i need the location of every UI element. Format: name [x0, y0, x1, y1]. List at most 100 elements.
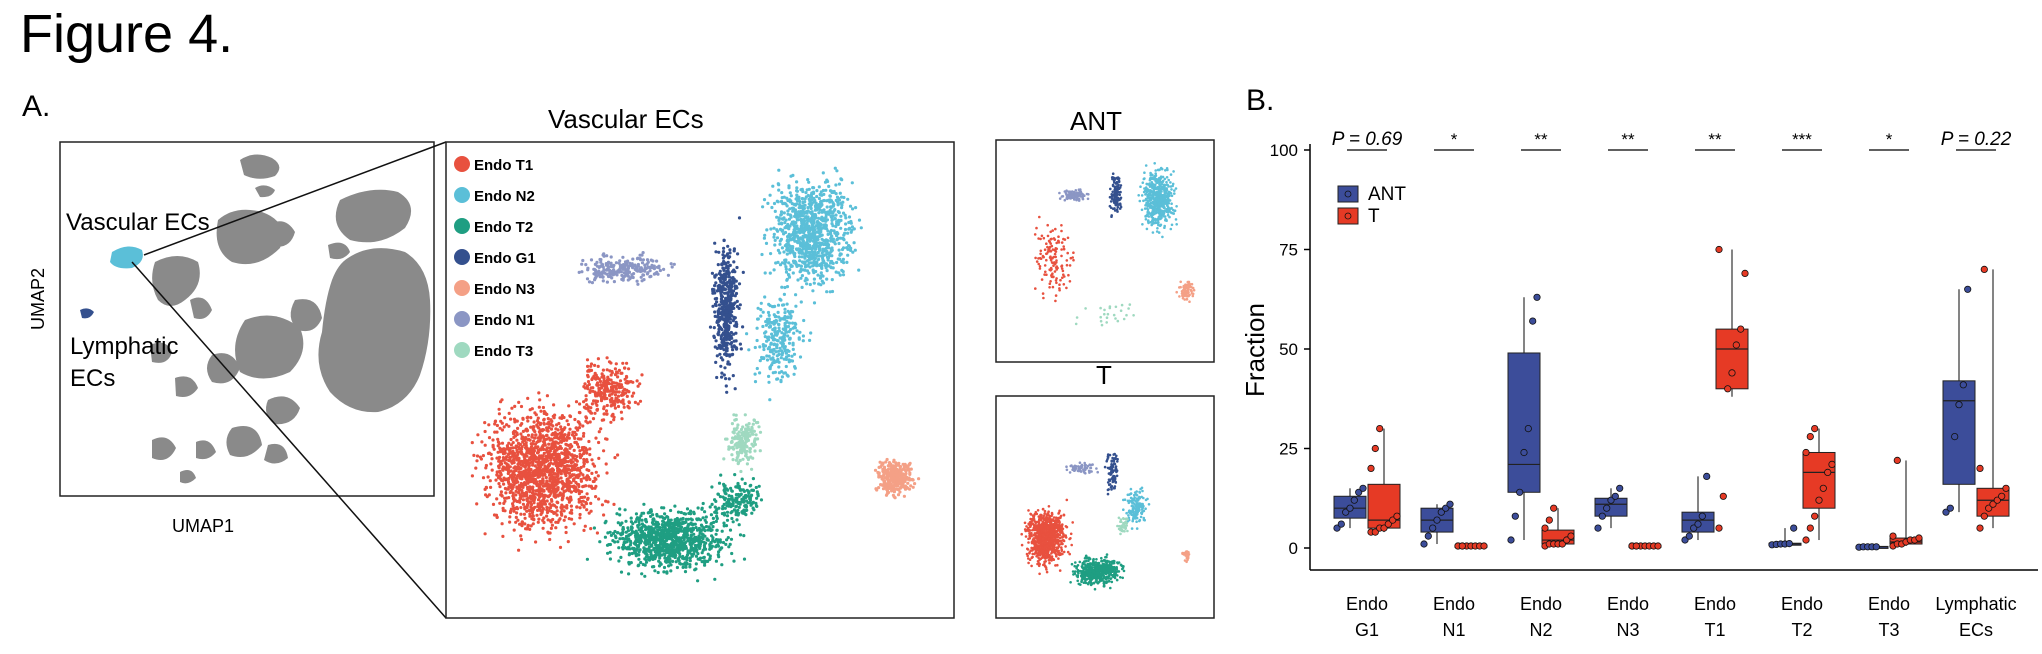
umap-point	[509, 446, 513, 450]
umap-point	[620, 393, 624, 397]
umap-point	[587, 468, 591, 473]
umap-point	[531, 491, 535, 495]
umap-point	[521, 485, 525, 489]
umap-point	[574, 480, 578, 485]
umap-point	[606, 260, 611, 264]
umap-point	[700, 506, 704, 510]
umap-point	[601, 275, 605, 279]
umap-point	[734, 458, 739, 462]
umap-point	[829, 261, 833, 265]
umap-point	[554, 487, 559, 491]
umap-point	[783, 262, 787, 266]
umap-point	[733, 387, 737, 391]
umap-point	[794, 211, 798, 215]
umap-point	[803, 279, 807, 283]
umap-point	[481, 454, 485, 458]
umap-point	[549, 418, 553, 422]
umap-point	[474, 466, 478, 470]
umap-point	[747, 348, 751, 352]
umap-point	[722, 336, 726, 340]
umap-point	[554, 526, 558, 530]
umap-point	[722, 318, 726, 322]
umap-point	[726, 299, 730, 303]
umap-point	[847, 220, 851, 225]
umap-point	[818, 276, 823, 280]
umap-point	[818, 246, 822, 250]
umap-point	[772, 201, 777, 206]
umap-point	[550, 473, 554, 477]
umap-point	[760, 252, 764, 257]
umap-point	[761, 310, 765, 314]
umap-point	[803, 203, 807, 207]
umap-point	[831, 204, 835, 208]
umap-point	[807, 258, 811, 262]
umap-point	[623, 508, 627, 512]
umap-point	[617, 386, 622, 390]
umap-point	[750, 467, 754, 471]
umap-point	[741, 457, 745, 461]
umap-point	[580, 495, 585, 499]
panel-a-umaps: Vascular ECs Lymphatic ECs UMAP1 UMAP2 V…	[28, 104, 1215, 619]
umap-point	[629, 516, 633, 520]
umap-point	[710, 271, 715, 275]
umap-point	[788, 251, 792, 255]
umap-point	[773, 330, 777, 334]
umap-point	[585, 451, 589, 455]
umap-point	[511, 441, 515, 445]
umap-point	[773, 333, 777, 337]
umap-point	[819, 271, 823, 275]
umap-point	[832, 240, 836, 244]
umap-point	[539, 409, 543, 413]
umap-point	[501, 534, 505, 539]
umap-point	[786, 235, 790, 239]
umap-point	[714, 559, 719, 563]
umap-point	[882, 465, 887, 469]
umap-point	[711, 304, 715, 308]
umap-point	[582, 400, 586, 404]
umap-point	[812, 254, 816, 258]
umap-point	[810, 210, 814, 214]
umap-point	[615, 370, 619, 374]
umap-point	[837, 248, 841, 252]
umap-point	[636, 282, 640, 286]
umap-point	[639, 533, 643, 537]
umap-point	[620, 417, 624, 421]
umap-point	[802, 230, 806, 235]
umap-point	[789, 309, 793, 314]
umap-point	[574, 489, 578, 494]
umap-point	[753, 372, 757, 376]
umap-point	[612, 502, 616, 506]
umap-point	[638, 267, 642, 271]
umap-point	[527, 437, 531, 441]
umap-point	[765, 358, 770, 362]
umap-point	[823, 242, 827, 246]
umap-point	[525, 429, 529, 433]
umap-point	[728, 337, 732, 342]
umap-point	[884, 483, 888, 487]
umap-point	[633, 264, 637, 268]
umap-point	[490, 457, 494, 461]
umap-point	[570, 468, 574, 472]
umap-point	[818, 254, 822, 258]
umap-point	[894, 473, 898, 477]
umap-point	[776, 248, 781, 252]
umap-point	[577, 473, 581, 477]
umap-point	[798, 355, 803, 359]
umap-point	[846, 253, 850, 257]
umap-point	[605, 385, 609, 389]
umap-point	[878, 474, 882, 478]
umap-point	[768, 193, 772, 197]
umap-point	[622, 402, 626, 406]
umap-point	[525, 477, 529, 481]
umap-point	[594, 477, 598, 481]
umap-point	[498, 426, 502, 430]
umap-point	[640, 572, 644, 576]
umap-point	[797, 337, 801, 341]
umap-point	[743, 436, 748, 440]
umap-point	[805, 264, 810, 268]
umap-point	[748, 434, 752, 438]
umap-point	[741, 325, 745, 329]
umap-point	[489, 452, 493, 456]
umap-point	[570, 453, 574, 457]
umap-point	[784, 325, 788, 329]
